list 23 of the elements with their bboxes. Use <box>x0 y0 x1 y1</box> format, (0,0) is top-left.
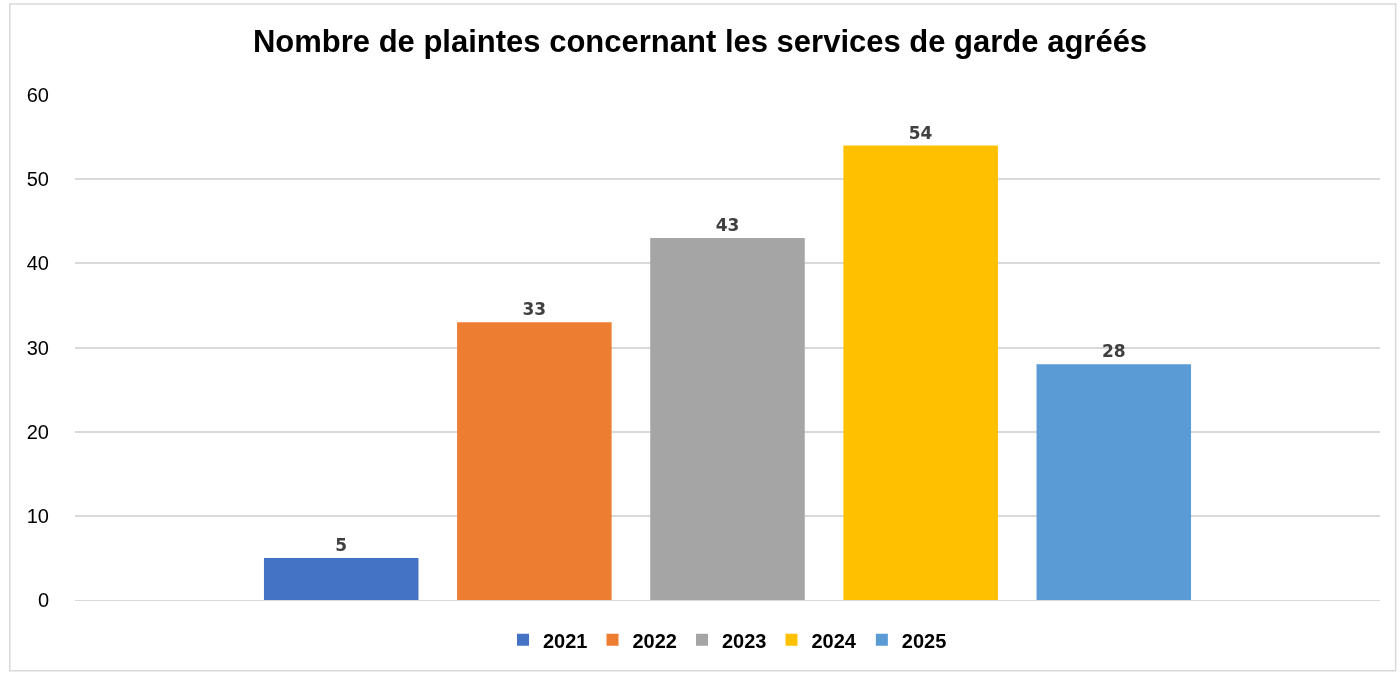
bar <box>457 322 612 600</box>
data-label: 28 <box>1101 341 1126 362</box>
bar <box>650 238 805 600</box>
y-tick-label: 10 <box>26 504 49 527</box>
legend-label: 2021 <box>543 629 588 652</box>
y-tick-label: 60 <box>26 84 49 106</box>
data-label: 43 <box>715 215 740 236</box>
data-label: 54 <box>908 122 933 143</box>
y-tick-label: 50 <box>26 168 49 191</box>
data-label: 33 <box>522 299 547 320</box>
bar <box>843 145 998 600</box>
data-label: 5 <box>335 534 348 555</box>
bar <box>1036 364 1192 600</box>
legend-label: 2024 <box>811 629 857 652</box>
bar <box>263 557 419 600</box>
legend-label: 2022 <box>632 629 677 652</box>
y-tick-label: 40 <box>26 252 49 275</box>
chart-title: Nombre de plaintes concernant les services de garde agréés <box>252 24 1148 60</box>
y-tick-label: 30 <box>26 336 49 359</box>
y-tick-label: 0 <box>37 589 49 611</box>
y-tick-label: 20 <box>26 420 49 443</box>
legend-label: 2023 <box>722 629 767 652</box>
legend-label: 2025 <box>901 629 947 652</box>
